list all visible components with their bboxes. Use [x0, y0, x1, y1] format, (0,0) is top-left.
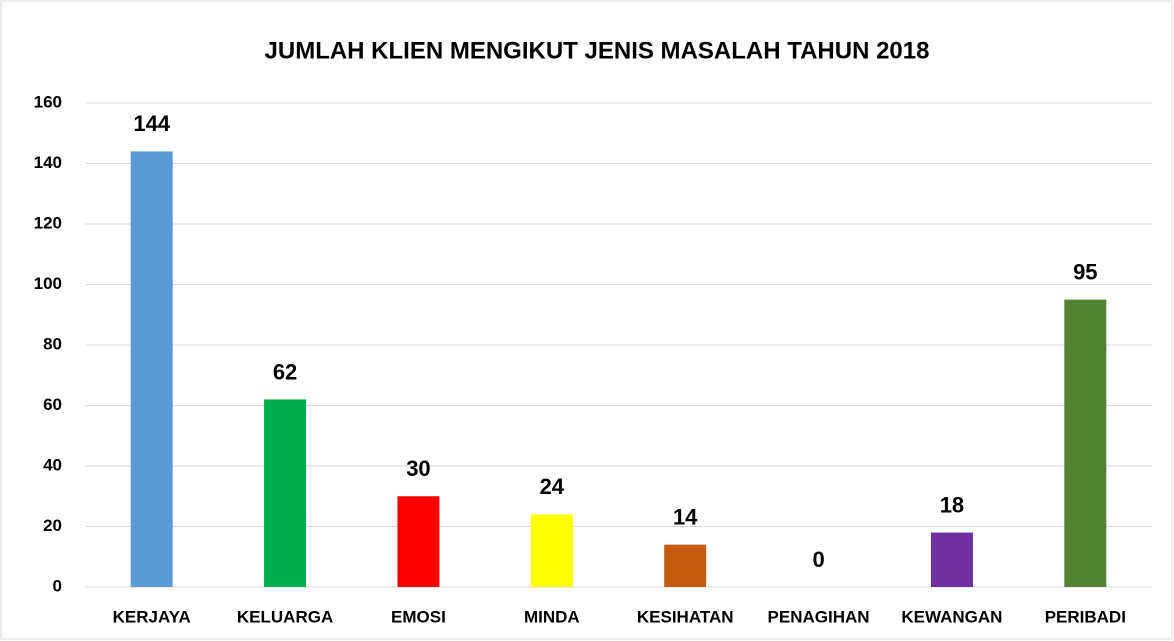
bar: [264, 399, 307, 587]
y-tick-label: 40: [43, 455, 62, 474]
y-tick-label: 120: [34, 213, 62, 232]
bar: [664, 544, 707, 587]
data-label: 18: [940, 492, 964, 517]
bar: [530, 514, 573, 587]
x-tick-label: KELUARGA: [237, 607, 333, 626]
data-label: 62: [273, 359, 297, 384]
data-label: 0: [812, 547, 824, 572]
data-label: 14: [673, 504, 698, 529]
bar: [397, 496, 440, 587]
x-tick-label: EMOSI: [391, 607, 446, 626]
x-tick-label: PENAGIHAN: [768, 607, 870, 626]
x-tick-label: KERJAYA: [113, 607, 191, 626]
chart-title: JUMLAH KLIEN MENGIKUT JENIS MASALAH TAHU…: [265, 37, 930, 64]
y-tick-label: 140: [34, 153, 62, 172]
y-tick-label: 80: [43, 334, 62, 353]
bar: [130, 151, 173, 587]
x-tick-label: KEWANGAN: [901, 607, 1002, 626]
y-tick-label: 100: [34, 274, 62, 293]
y-tick-label: 0: [53, 576, 62, 595]
y-tick-label: 60: [43, 395, 62, 414]
x-tick-label: PERIBADI: [1045, 607, 1126, 626]
y-tick-label: 20: [43, 516, 62, 535]
data-label: 95: [1073, 259, 1097, 284]
x-tick-label: MINDA: [524, 607, 580, 626]
data-label: 144: [133, 111, 170, 136]
data-label: 30: [406, 456, 430, 481]
y-tick-label: 160: [34, 92, 62, 111]
bar: [930, 532, 973, 587]
bar: [1064, 299, 1107, 587]
x-tick-label: KESIHATAN: [637, 607, 734, 626]
data-label: 24: [540, 474, 565, 499]
